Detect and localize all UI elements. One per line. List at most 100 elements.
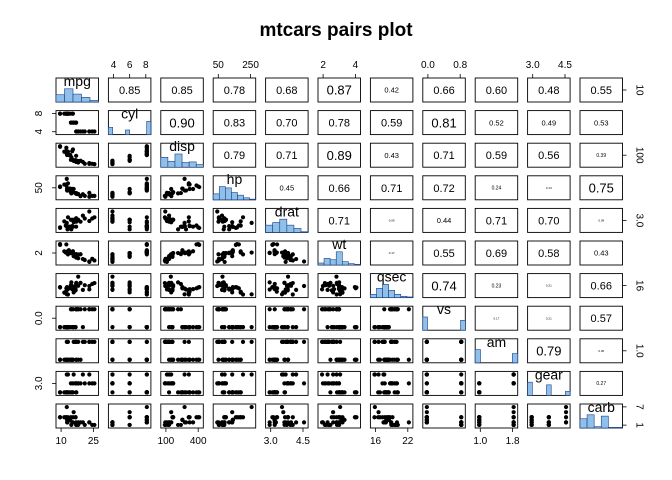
scatter-point (163, 283, 168, 288)
panel-frame (55, 142, 99, 168)
histogram-bar (382, 284, 389, 298)
panel-am-am: am (474, 334, 519, 364)
scatter-point (74, 254, 79, 259)
histogram-bar (370, 293, 377, 298)
scatter-point (529, 415, 534, 420)
scatter-point (64, 339, 69, 344)
panel-hp-vs (422, 175, 466, 201)
scatter-point (282, 415, 288, 420)
histogram-bar (125, 129, 130, 135)
panel-carb-disp (160, 403, 204, 429)
scatter-point (272, 357, 277, 362)
panel-frame (474, 370, 519, 396)
scatter-point (127, 290, 132, 295)
scatter-point (64, 176, 69, 181)
scatter-point (144, 357, 149, 362)
histogram-bar (546, 384, 552, 396)
scatter-point (215, 209, 220, 214)
histogram-bar (474, 349, 481, 364)
scatter-point (227, 390, 232, 395)
panel-wt-am (474, 240, 519, 266)
scatter-point (459, 372, 464, 377)
scatter-point (71, 290, 76, 295)
panel-frame (317, 305, 361, 331)
scatter-point (336, 420, 342, 425)
scatter-point (382, 339, 387, 344)
panel-hp-wt (317, 175, 361, 201)
scatter-point (171, 251, 176, 256)
scatter-point (57, 357, 63, 362)
scatter-point (267, 250, 272, 255)
panel-gear-mpg (55, 370, 99, 396)
scatter-point (74, 307, 79, 312)
scatter-point (382, 357, 387, 362)
scatter-point (144, 390, 149, 395)
panel-carb-wt (317, 403, 361, 429)
scatter-point (328, 357, 333, 362)
scatter-point (127, 415, 132, 420)
panel-am-disp (160, 338, 204, 364)
chart-title: mtcars pairs plot (259, 20, 413, 41)
scatter-point (301, 381, 307, 386)
scatter-point (186, 339, 191, 344)
scatter-point (216, 283, 222, 288)
panel-frame (107, 142, 152, 168)
histogram-bar (422, 316, 428, 331)
scatter-point (230, 410, 235, 415)
correlation-label: 0.81 (431, 115, 456, 130)
scatter-point (110, 216, 115, 221)
panel-frame (474, 403, 519, 429)
scatter-point (338, 372, 343, 377)
scatter-point (220, 357, 225, 362)
scatter-point (459, 390, 464, 395)
scatter-point (319, 287, 325, 292)
scatter-point (336, 286, 342, 291)
scatter-point (182, 188, 187, 193)
scatter-point (182, 339, 187, 344)
panel-drat-wt (317, 207, 361, 233)
scatter-point (227, 357, 232, 362)
scatter-point (285, 251, 291, 256)
scatter-point (249, 372, 254, 377)
panel-carb-vs (422, 403, 466, 429)
histogram-bar (243, 197, 250, 201)
scatter-point (186, 215, 191, 220)
scatter-point (240, 252, 246, 257)
histogram-bar (460, 319, 466, 331)
scatter-point (288, 257, 293, 263)
scatter-point (194, 242, 199, 247)
scatter-point (92, 381, 97, 386)
panel-frame (107, 305, 152, 331)
correlation-label: 0.71 (329, 215, 350, 227)
scatter-point (127, 372, 132, 377)
scatter-point (82, 307, 87, 312)
panel-disp-qsec (369, 142, 414, 168)
scatter-point (194, 223, 199, 228)
panel-frame (474, 305, 519, 331)
scatter-point (57, 225, 63, 230)
scatter-point (74, 129, 79, 134)
scatter-point (64, 286, 70, 291)
histogram-bar (586, 414, 595, 429)
panel-am-gear (527, 338, 571, 364)
scatter-point (230, 287, 235, 292)
scatter-point (353, 357, 358, 362)
scatter-point (182, 390, 187, 395)
scatter-point (336, 283, 342, 288)
scatter-point (182, 372, 187, 377)
scatter-point (384, 415, 389, 420)
scatter-point (71, 325, 76, 330)
scatter-point (167, 339, 172, 344)
scatter-point (57, 184, 63, 189)
scatter-point (331, 339, 336, 344)
panel-frame (160, 403, 204, 429)
panel-frame (579, 305, 623, 331)
panel-gear-drat (265, 370, 309, 396)
scatter-point (186, 357, 191, 362)
scatter-point (222, 307, 227, 312)
scatter-point (74, 283, 79, 288)
panel-wt-mpg (55, 240, 99, 266)
scatter-point (171, 381, 176, 386)
scatter-point (164, 372, 170, 377)
